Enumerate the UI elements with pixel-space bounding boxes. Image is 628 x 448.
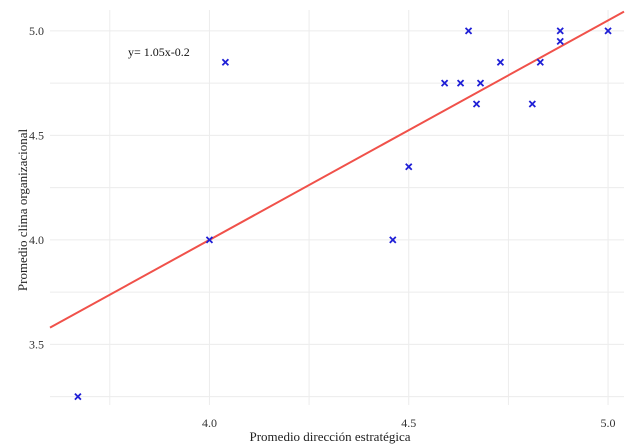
y-tick-label: 5.0 [29, 24, 44, 38]
data-point [464, 27, 473, 35]
regression-line [49, 10, 625, 329]
tick-labels: 4.0 4.5 5.0 3.5 4.0 4.5 5.0 [29, 24, 616, 430]
y-tick-label: 4.0 [29, 233, 44, 247]
data-point [476, 79, 485, 87]
data-point [389, 236, 397, 244]
y-tick-label: 4.5 [29, 128, 44, 142]
data-point [472, 100, 481, 108]
x-axis-title: Promedio dirección estratégica [250, 429, 411, 444]
data-point [205, 236, 214, 244]
data-point [440, 79, 449, 87]
data-point [528, 100, 536, 108]
x-tick-label: 5.0 [601, 416, 616, 430]
data-point [556, 37, 564, 45]
grid [50, 10, 624, 405]
x-tick-label: 4.0 [202, 416, 217, 430]
data-point [604, 27, 612, 35]
fit-line-layer [49, 10, 625, 329]
data-point [221, 58, 230, 66]
y-tick-label: 3.5 [29, 337, 44, 351]
data-point [74, 393, 82, 401]
y-axis-title: Promedio clima organizacional [15, 129, 30, 292]
data-point [405, 163, 413, 171]
annotation-equation: y= 1.05x-0.2 [128, 45, 190, 59]
data-point [556, 27, 564, 35]
data-point [456, 79, 465, 87]
data-point [496, 58, 505, 66]
data-points [74, 27, 612, 401]
data-point [536, 58, 544, 66]
x-tick-label: 4.5 [401, 416, 416, 430]
